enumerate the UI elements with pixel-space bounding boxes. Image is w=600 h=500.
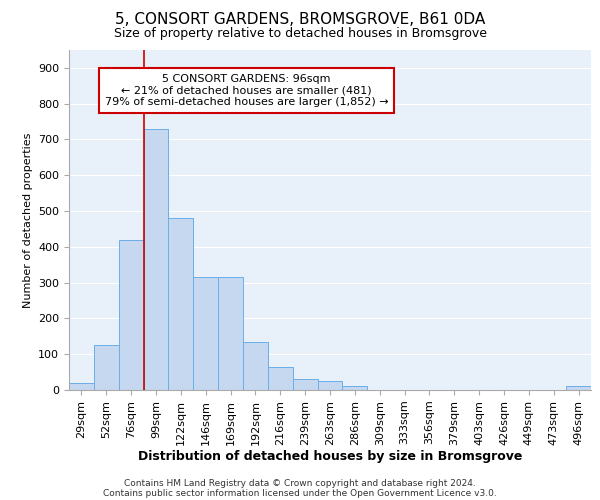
Text: 5 CONSORT GARDENS: 96sqm
← 21% of detached houses are smaller (481)
79% of semi-: 5 CONSORT GARDENS: 96sqm ← 21% of detach… xyxy=(104,74,388,107)
X-axis label: Distribution of detached houses by size in Bromsgrove: Distribution of detached houses by size … xyxy=(138,450,522,464)
Bar xyxy=(119,240,143,390)
Bar xyxy=(169,218,193,390)
Bar xyxy=(193,278,218,390)
Text: 5, CONSORT GARDENS, BROMSGROVE, B61 0DA: 5, CONSORT GARDENS, BROMSGROVE, B61 0DA xyxy=(115,12,485,28)
Bar xyxy=(293,380,317,390)
Bar xyxy=(69,383,94,390)
Y-axis label: Number of detached properties: Number of detached properties xyxy=(23,132,32,308)
Bar xyxy=(243,342,268,390)
Bar xyxy=(143,128,169,390)
Bar xyxy=(268,366,293,390)
Bar xyxy=(317,381,343,390)
Text: Contains HM Land Registry data © Crown copyright and database right 2024.: Contains HM Land Registry data © Crown c… xyxy=(124,478,476,488)
Text: Size of property relative to detached houses in Bromsgrove: Size of property relative to detached ho… xyxy=(113,28,487,40)
Text: Contains public sector information licensed under the Open Government Licence v3: Contains public sector information licen… xyxy=(103,488,497,498)
Bar xyxy=(343,386,367,390)
Bar xyxy=(218,278,243,390)
Bar xyxy=(94,346,119,390)
Bar xyxy=(566,386,591,390)
